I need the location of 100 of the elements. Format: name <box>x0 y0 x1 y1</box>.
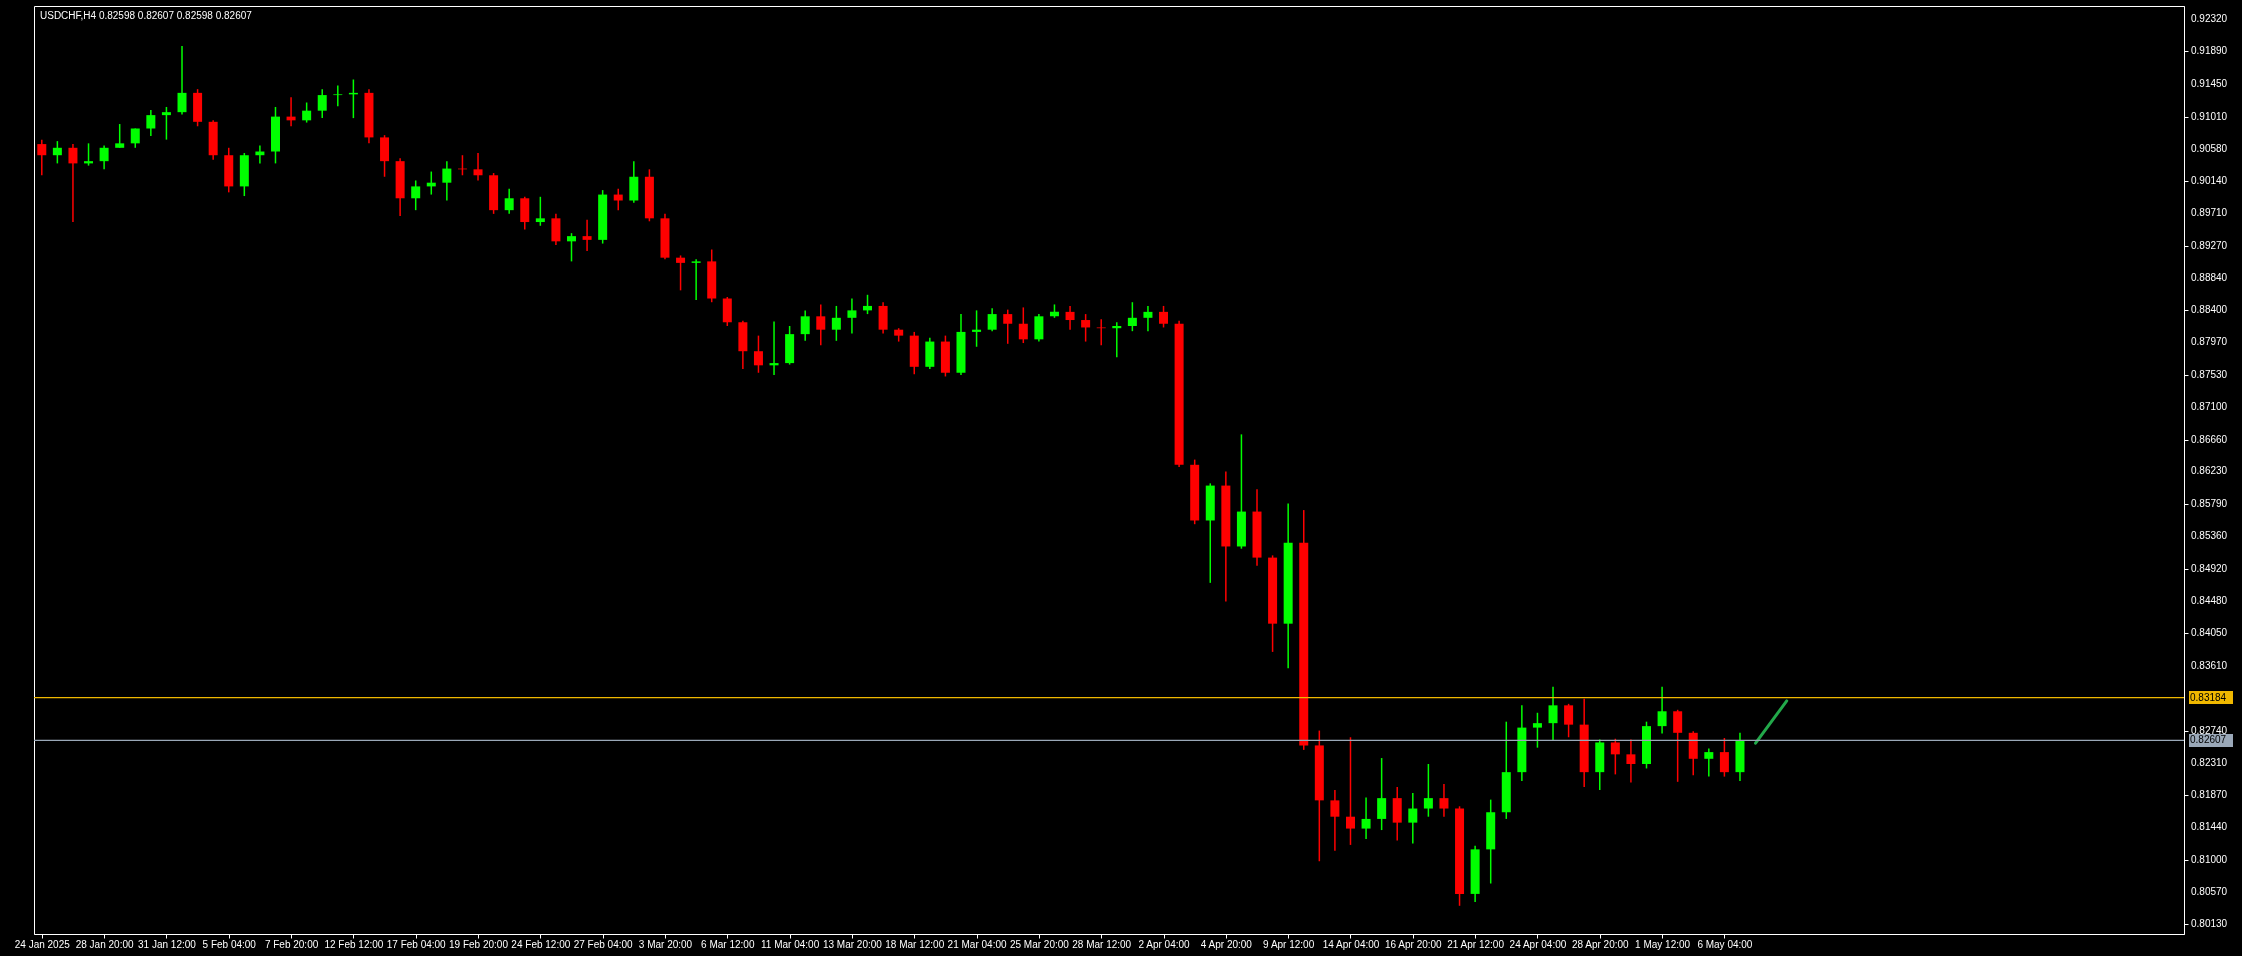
y-tick-label: 0.86230 <box>2191 465 2228 477</box>
y-tick-label: 0.87100 <box>2191 400 2228 412</box>
y-tick-label: 0.84920 <box>2191 562 2228 574</box>
y-tick-label: 0.91450 <box>2191 77 2228 89</box>
y-tick-label: 0.89270 <box>2191 239 2228 251</box>
candlestick <box>1548 686 1558 742</box>
candlestick <box>1361 796 1371 840</box>
candlestick <box>37 138 47 177</box>
x-tick-label: 6 Mar 12:00 <box>701 938 755 950</box>
y-tick-label: 0.88840 <box>2191 271 2228 283</box>
y-tick-label: 0.80570 <box>2191 885 2228 897</box>
candlestick <box>99 144 109 171</box>
candlestick <box>676 254 686 292</box>
x-tick-label: 3 Mar 20:00 <box>638 938 693 950</box>
candlestick <box>613 187 623 211</box>
candlestick <box>1345 736 1355 846</box>
x-tick-label: 18 Mar 12:00 <box>885 938 945 950</box>
candlestick <box>1127 301 1137 332</box>
candlestick <box>1096 318 1106 347</box>
y-tick-label: 0.81870 <box>2191 789 2228 801</box>
x-tick-label: 27 Feb 04:00 <box>573 938 634 950</box>
candlestick <box>1704 747 1714 778</box>
candlestick <box>567 232 576 263</box>
candlestick <box>84 142 94 167</box>
candlestick <box>1657 686 1667 735</box>
y-tick-label: 0.83610 <box>2191 659 2228 671</box>
candlestick <box>691 258 701 301</box>
candlestick <box>177 45 187 116</box>
candlestick <box>878 301 888 335</box>
y-tick-label: 0.90140 <box>2191 175 2228 187</box>
y-tick-label: 0.84050 <box>2191 627 2228 639</box>
candlestick <box>1065 305 1075 331</box>
candlestick <box>380 134 390 178</box>
candlestick <box>1610 738 1620 776</box>
candlestick <box>987 307 997 332</box>
y-tick-label: 0.88400 <box>2191 304 2228 316</box>
candlestick <box>317 88 327 119</box>
candlestick <box>1159 305 1169 329</box>
x-tick-label: 14 Apr 04:00 <box>1322 938 1380 950</box>
candlestick <box>115 123 125 149</box>
candlestick <box>302 101 312 124</box>
candlestick <box>551 213 561 246</box>
candlestick <box>831 305 841 342</box>
candlestick <box>1564 703 1574 739</box>
y-tick-label: 0.81000 <box>2191 853 2228 865</box>
x-tick-label: 2 Apr 04:00 <box>1138 938 1191 950</box>
y-tick-label: 0.91890 <box>2191 45 2228 57</box>
candlestick <box>863 294 873 315</box>
y-tick-label: 0.82740 <box>2191 724 2228 736</box>
candlestick <box>800 309 810 342</box>
x-tick-label: 11 Mar 04:00 <box>761 938 820 950</box>
candlestick <box>722 296 732 327</box>
candlestick <box>520 196 530 231</box>
x-tick-label: 9 Apr 12:00 <box>1263 938 1315 950</box>
y-tick-label: 0.80130 <box>2191 918 2228 930</box>
candlestick <box>535 196 545 227</box>
chart-title: USDCHF,H4 0.82598 0.82607 0.82598 0.82607 <box>40 10 253 21</box>
candlestick <box>582 219 592 252</box>
candlestick <box>68 143 78 223</box>
candlestick <box>1112 321 1122 358</box>
candlestick <box>411 179 421 211</box>
candlestick <box>1439 783 1449 818</box>
candlestick <box>473 152 483 182</box>
y-tick-label: 0.84480 <box>2191 595 2228 607</box>
y-tick-label: 0.81440 <box>2191 821 2228 833</box>
candlestick <box>1143 305 1153 332</box>
x-tick-label: 31 Jan 12:00 <box>138 938 197 950</box>
x-tick-label: 25 Mar 20:00 <box>1009 938 1070 950</box>
y-tick-label: 0.87970 <box>2191 336 2228 348</box>
candlestick <box>972 309 982 348</box>
x-tick-label: 12 Feb 12:00 <box>324 938 384 950</box>
candlestick <box>1330 789 1340 852</box>
candlestick <box>816 303 826 347</box>
candlestick <box>52 140 62 165</box>
x-tick-label: 5 Feb 04:00 <box>202 938 257 950</box>
x-tick-label: 28 Jan 20:00 <box>75 938 134 950</box>
y-tick-label: 0.90580 <box>2191 142 2228 154</box>
candlestick <box>1532 712 1542 749</box>
candlestick <box>161 106 171 141</box>
x-tick-label: 16 Apr 20:00 <box>1384 938 1443 950</box>
candlestick <box>442 160 452 202</box>
y-tick-label: 0.87530 <box>2191 368 2228 380</box>
x-tick-label: 6 May 04:00 <box>1697 938 1753 950</box>
y-tick-label: 0.82310 <box>2191 756 2228 768</box>
x-tick-label: 17 Feb 04:00 <box>386 938 447 950</box>
y-tick-label: 0.85360 <box>2191 530 2228 542</box>
x-tick-label: 24 Feb 12:00 <box>511 938 571 950</box>
candlestick <box>1034 313 1044 343</box>
x-tick-label: 7 Feb 20:00 <box>264 938 319 950</box>
x-tick-label: 21 Apr 12:00 <box>1447 938 1505 950</box>
candlestick <box>1003 308 1013 345</box>
x-tick-label: 1 May 12:00 <box>1635 938 1691 950</box>
candlestick <box>769 320 779 376</box>
candlestick <box>1081 313 1091 343</box>
y-tick-label: 0.86660 <box>2191 433 2228 445</box>
y-tick-label: 0.92320 <box>2191 13 2228 25</box>
candlestick <box>333 84 343 107</box>
candlestick <box>753 334 763 374</box>
candlestick <box>1673 709 1683 783</box>
candlestick <box>1377 757 1387 831</box>
